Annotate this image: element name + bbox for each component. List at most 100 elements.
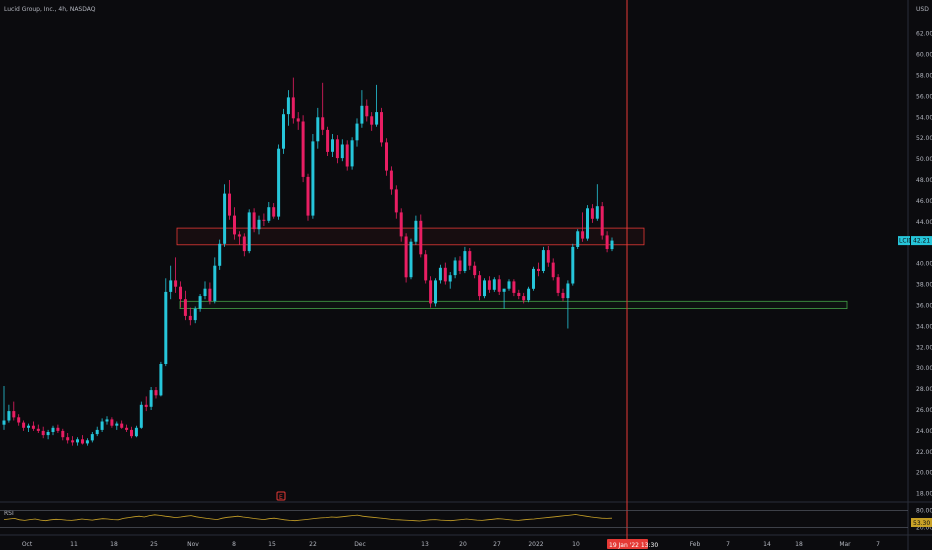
candle-body bbox=[345, 144, 349, 167]
time-tick-label: 15 bbox=[268, 541, 276, 548]
candle bbox=[188, 307, 192, 326]
candle-body bbox=[571, 246, 575, 284]
earnings-event-badge[interactable]: E bbox=[276, 491, 286, 501]
candle-body bbox=[429, 280, 433, 304]
candle bbox=[237, 231, 241, 245]
time-tick-label: 2022 bbox=[528, 541, 543, 548]
price-tick-label: 20.00 bbox=[916, 470, 932, 477]
candle-body bbox=[551, 262, 555, 278]
candle bbox=[46, 429, 50, 440]
price-axis[interactable]: 62.00 60.00 58.00 56.00 54.00 52.00 50.00 48.00… bbox=[916, 31, 932, 498]
candle-body bbox=[522, 296, 526, 301]
candle bbox=[335, 135, 339, 164]
candle-body bbox=[365, 105, 369, 117]
candle bbox=[321, 82, 325, 136]
candle-body bbox=[537, 268, 540, 271]
candle bbox=[537, 262, 540, 277]
candle-body bbox=[541, 250, 545, 271]
candle bbox=[463, 246, 467, 274]
candle-body bbox=[375, 112, 379, 125]
candle bbox=[110, 417, 114, 428]
price-tick-label: 62.00 bbox=[916, 31, 932, 38]
candle-body bbox=[507, 281, 511, 289]
candle-body bbox=[139, 404, 143, 428]
time-tick-label: 25 bbox=[150, 541, 158, 548]
candle bbox=[208, 282, 212, 305]
candle-body bbox=[311, 141, 315, 216]
price-tick-label: 30.00 bbox=[916, 365, 932, 372]
candle-body bbox=[134, 427, 138, 437]
price-tick-label: 34.00 bbox=[916, 323, 932, 330]
candle bbox=[370, 112, 374, 131]
candle-body bbox=[586, 208, 589, 239]
candle-body bbox=[262, 219, 266, 221]
candle bbox=[41, 426, 45, 439]
candle-body bbox=[350, 140, 354, 167]
candle-body bbox=[419, 220, 423, 255]
candle-body bbox=[12, 411, 16, 418]
time-axis[interactable]: Oct 11 18 25 Nov 8 15 22 Dec 13 20 27 2022 10 Feb 7 14 18… bbox=[22, 541, 880, 548]
candle bbox=[590, 204, 594, 223]
candle bbox=[311, 134, 315, 219]
time-tick-label: Dec bbox=[354, 541, 366, 548]
candle-body bbox=[242, 236, 246, 252]
price-tick-label: 58.00 bbox=[916, 73, 932, 80]
candle bbox=[282, 108, 285, 154]
candle-body bbox=[2, 420, 6, 425]
candle-body bbox=[497, 279, 501, 292]
symbol-title: Lucid Group, Inc., 4h, NASDAQ bbox=[4, 6, 96, 13]
candle bbox=[252, 208, 256, 233]
candle bbox=[453, 257, 457, 279]
candle-body bbox=[409, 241, 413, 278]
price-tick-label: 40.00 bbox=[916, 261, 932, 268]
candle-body bbox=[483, 280, 486, 297]
candle bbox=[139, 401, 143, 429]
time-tick-label: 10 bbox=[572, 541, 580, 548]
candle bbox=[375, 84, 379, 127]
price-tick-label: 22.00 bbox=[916, 449, 932, 456]
candle bbox=[458, 256, 462, 275]
candle-body bbox=[306, 176, 310, 216]
candle bbox=[277, 144, 281, 220]
candle-body bbox=[213, 265, 217, 302]
candle bbox=[443, 262, 447, 285]
candle-body bbox=[154, 390, 158, 396]
candle bbox=[399, 208, 403, 242]
support-zone[interactable] bbox=[179, 300, 848, 309]
candle bbox=[497, 275, 501, 295]
candle bbox=[71, 436, 75, 446]
candle bbox=[434, 278, 437, 307]
candle bbox=[385, 138, 388, 176]
candle-body bbox=[478, 275, 482, 297]
candle bbox=[159, 361, 163, 397]
candle bbox=[301, 115, 305, 183]
candle bbox=[115, 421, 119, 430]
candle bbox=[331, 134, 334, 157]
candle-body bbox=[22, 422, 26, 428]
candle-body bbox=[438, 267, 442, 281]
candle bbox=[389, 166, 393, 195]
candle bbox=[483, 278, 486, 299]
rsi-value-text: 53.30 bbox=[913, 520, 930, 527]
candle bbox=[296, 112, 300, 130]
earnings-event-glyph: E bbox=[279, 494, 283, 501]
candle bbox=[517, 289, 521, 300]
candle-body bbox=[282, 114, 285, 149]
candle bbox=[134, 425, 138, 438]
candle-body bbox=[17, 417, 21, 423]
candle-body bbox=[434, 280, 437, 304]
candle bbox=[306, 173, 310, 221]
candle-body bbox=[453, 260, 457, 276]
candle-body bbox=[595, 206, 599, 219]
candle-body bbox=[237, 234, 241, 237]
candle bbox=[218, 239, 222, 270]
candle bbox=[179, 281, 182, 308]
candle-body bbox=[228, 193, 231, 216]
candle bbox=[61, 428, 65, 441]
candle bbox=[233, 207, 236, 240]
candle bbox=[130, 426, 133, 439]
price-tick-label: 48.00 bbox=[916, 177, 932, 184]
candle bbox=[355, 118, 359, 147]
candle-body bbox=[203, 288, 207, 296]
